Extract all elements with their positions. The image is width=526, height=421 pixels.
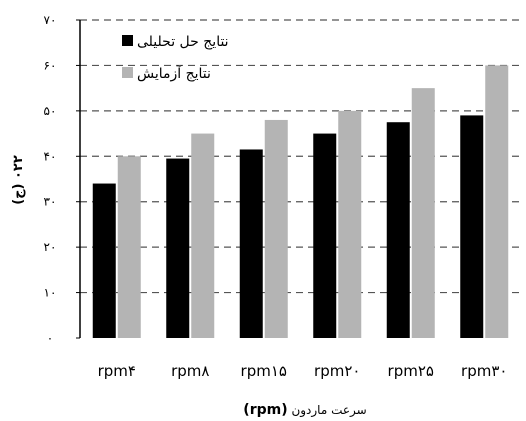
y-tick-label: ۷۰ — [44, 13, 57, 27]
bar-experimental-4 — [411, 88, 435, 339]
bar-analytical-3 — [313, 133, 337, 338]
y-tick-label: ۰ — [47, 331, 53, 345]
bar-analytical-2 — [239, 149, 263, 338]
y-tick-label: ۵۰ — [44, 104, 57, 118]
bar-analytical-1 — [166, 158, 190, 338]
y-axis-title: (ج) ۰۲۲ — [11, 155, 26, 205]
x-category-label: rpm۸ — [171, 362, 209, 380]
legend-label-analytical: نتایج حل تحلیلی — [137, 34, 229, 50]
y-tick-label: ۴۰ — [44, 149, 57, 163]
bar-experimental-2 — [264, 119, 288, 338]
legend: نتایج حل تحلیلی نتایج آزمایش — [122, 34, 229, 82]
legend-swatch-experimental — [122, 67, 133, 78]
legend-label-experimental: نتایج آزمایش — [137, 65, 211, 82]
y-tick-labels: ۰ ۱۰ ۲۰ ۳۰ ۴۰ ۵۰ ۶۰ ۷۰ — [44, 13, 80, 345]
gridlines — [80, 19, 521, 294]
bar-analytical-0 — [92, 183, 116, 338]
bar-experimental-1 — [191, 133, 215, 338]
x-category-label: rpm۴ — [98, 362, 136, 380]
bars — [92, 65, 509, 339]
bar-analytical-5 — [460, 115, 484, 339]
x-category-label: rpm۲۰ — [314, 362, 360, 380]
x-category-label: rpm۳۰ — [461, 362, 507, 380]
legend-swatch-analytical — [122, 35, 133, 46]
y-tick-label: ۳۰ — [44, 195, 57, 209]
bar-experimental-3 — [338, 110, 362, 338]
bar-experimental-0 — [117, 156, 141, 338]
x-category-label: rpm۲۵ — [388, 362, 434, 380]
x-category-labels: rpm۴ rpm۸ rpm۱۵ rpm۲۰ rpm۲۵ rpm۳۰ — [98, 362, 508, 380]
x-axis-title-unit: (rpm) — [243, 402, 287, 418]
bar-analytical-4 — [386, 122, 410, 338]
bar-experimental-5 — [485, 65, 509, 338]
x-axis-title: (rpm) سرعت ماردون — [243, 402, 366, 418]
y-tick-label: ۶۰ — [44, 58, 57, 72]
x-axis-title-text: سرعت ماردون — [291, 403, 366, 418]
x-category-label: rpm۱۵ — [241, 362, 287, 380]
y-tick-label: ۱۰ — [44, 286, 57, 300]
y-tick-label: ۲۰ — [44, 240, 57, 254]
